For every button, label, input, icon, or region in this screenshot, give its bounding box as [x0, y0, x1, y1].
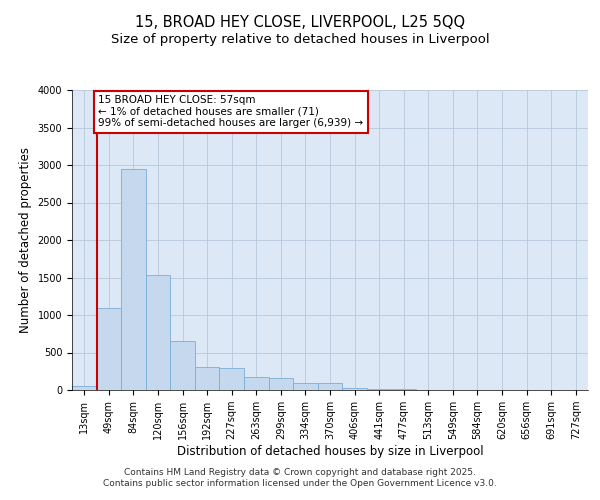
Bar: [367, 388, 391, 390]
Text: Contains HM Land Registry data © Crown copyright and database right 2025.
Contai: Contains HM Land Registry data © Crown c…: [103, 468, 497, 487]
Bar: [391, 389, 416, 390]
Bar: [244, 377, 269, 390]
Bar: [170, 341, 195, 390]
Text: 15 BROAD HEY CLOSE: 57sqm
← 1% of detached houses are smaller (71)
99% of semi-d: 15 BROAD HEY CLOSE: 57sqm ← 1% of detach…: [98, 95, 364, 128]
Bar: [269, 378, 293, 390]
Bar: [220, 368, 244, 390]
Bar: [72, 386, 97, 390]
Y-axis label: Number of detached properties: Number of detached properties: [19, 147, 32, 333]
Bar: [293, 382, 318, 390]
X-axis label: Distribution of detached houses by size in Liverpool: Distribution of detached houses by size …: [176, 445, 484, 458]
Text: Size of property relative to detached houses in Liverpool: Size of property relative to detached ho…: [110, 32, 490, 46]
Text: 15, BROAD HEY CLOSE, LIVERPOOL, L25 5QQ: 15, BROAD HEY CLOSE, LIVERPOOL, L25 5QQ: [135, 15, 465, 30]
Bar: [146, 275, 170, 390]
Bar: [318, 383, 342, 390]
Bar: [342, 388, 367, 390]
Bar: [121, 169, 146, 390]
Bar: [97, 308, 121, 390]
Bar: [195, 367, 220, 390]
